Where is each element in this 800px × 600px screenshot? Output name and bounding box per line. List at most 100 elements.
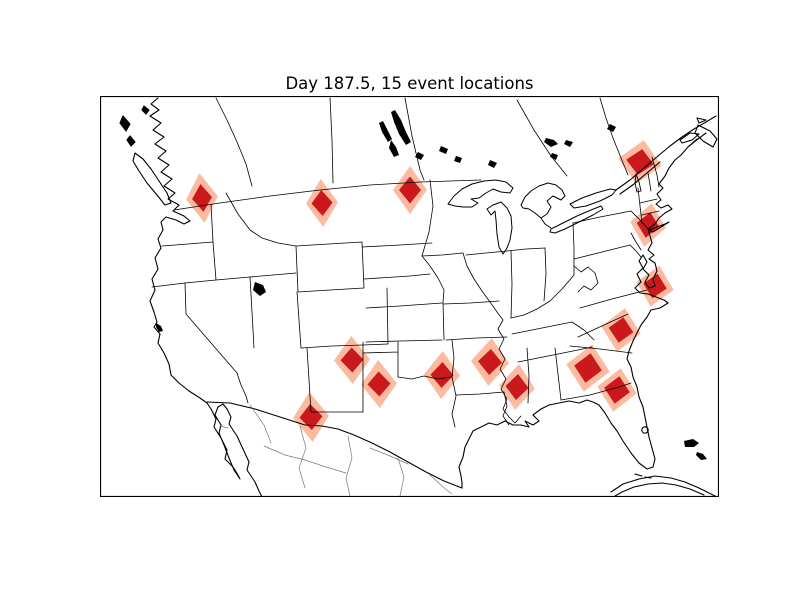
ok-panhandle [362, 341, 399, 378]
great-salt-lake [253, 282, 266, 296]
ca-nv-border [184, 282, 238, 374]
lake-manitoba [389, 140, 399, 157]
ct-ma-border [641, 210, 660, 216]
ms-al-border [526, 347, 530, 404]
lake-okeechobee [641, 426, 649, 434]
event-core [608, 317, 634, 343]
axes-frame [100, 96, 719, 497]
id-mt-border [225, 192, 297, 247]
ne-ks-border [365, 302, 443, 309]
ga-fl-border [560, 382, 632, 401]
event-core [505, 374, 529, 400]
mx-border [298, 425, 307, 489]
event-core [299, 404, 323, 430]
st-lawrence-south [619, 161, 661, 195]
small-lakes [156, 110, 707, 460]
mi-south-border [506, 247, 546, 252]
wa-east-border [210, 203, 214, 243]
lake-michigan [486, 201, 513, 255]
pacific-coast [149, 97, 263, 497]
lake-of-the-woods [544, 138, 558, 147]
rio-grande-mex-border [206, 401, 463, 489]
tn-nc-border [571, 321, 595, 341]
red-river-border [397, 375, 453, 380]
ar-la-border [455, 391, 505, 396]
co-east-border [386, 287, 389, 345]
st-lawrence-north [615, 115, 717, 191]
san-francisco-bay [156, 323, 163, 332]
event-core [604, 376, 630, 404]
long-island [648, 221, 670, 233]
state-borders [151, 97, 660, 428]
vancouver-island [132, 152, 172, 206]
mx-border [369, 447, 409, 465]
ma-north-border [639, 198, 658, 204]
canada-lake [439, 146, 448, 154]
mo-ks-border [442, 301, 445, 341]
great-lakes [447, 179, 617, 255]
coastal-islands [119, 105, 150, 147]
mn-ia-border [421, 252, 464, 257]
event-core [626, 149, 654, 175]
sd-ne-border [363, 273, 431, 280]
us-canada-border [173, 179, 482, 211]
ca-az-border [236, 372, 249, 404]
ab-sk-border [329, 97, 334, 184]
il-in-border [510, 250, 513, 319]
mississippi-river [462, 252, 522, 424]
st-clair-link [540, 217, 552, 229]
canada-lake [564, 140, 573, 147]
tn-south-border [517, 346, 593, 363]
lake-superior [447, 179, 514, 208]
missouri-river [421, 255, 445, 303]
lake-nipigon [488, 160, 497, 168]
plot-title: Day 187.5, 15 event locations [285, 74, 534, 93]
pa-md-border [573, 244, 631, 260]
event-core [478, 349, 502, 375]
bahamas [684, 439, 699, 447]
co-south-border [300, 343, 389, 349]
ny-east-border [637, 187, 643, 224]
wy-borders [295, 241, 365, 293]
al-ga-border [554, 347, 562, 401]
mx-border [345, 435, 353, 497]
lake-ontario [569, 188, 617, 209]
gaspe [679, 132, 700, 144]
bay-of-fundy [687, 132, 707, 148]
az-nm-border [306, 347, 312, 413]
map-canvas [100, 96, 719, 497]
mx-border [249, 404, 272, 444]
lake-winnipeg [391, 110, 411, 145]
ga-sc-border [569, 345, 633, 354]
ky-tn-border [511, 321, 573, 335]
ut-co-border [296, 291, 302, 349]
ohio-river [510, 274, 575, 319]
event-core [340, 347, 364, 373]
mx-border [263, 445, 306, 461]
canada-lake [454, 156, 462, 163]
canada-lake [607, 124, 616, 132]
on-qc-border [599, 97, 629, 176]
mo-ar-border [445, 336, 508, 341]
bahamas [696, 452, 707, 460]
md-de-border [629, 244, 642, 258]
mx-border [219, 425, 229, 429]
map-axes [100, 96, 719, 497]
mx-border [429, 474, 453, 495]
mexico-state-borders [219, 404, 453, 497]
cuba [610, 475, 718, 497]
bc-ab-border [215, 97, 253, 187]
sk-mb-border [404, 97, 425, 181]
nc-sc-border [577, 313, 629, 338]
mn-west-border [421, 179, 434, 257]
lake-huron [520, 182, 566, 219]
vt-nh-border [647, 172, 652, 192]
coastlines [119, 97, 718, 497]
nova-scotia [694, 124, 718, 148]
mx-border [397, 457, 405, 497]
florida-keys [634, 473, 652, 479]
nj-de-river [630, 232, 642, 251]
ks-ok-border [365, 339, 443, 343]
nd-sd-border [361, 242, 433, 248]
